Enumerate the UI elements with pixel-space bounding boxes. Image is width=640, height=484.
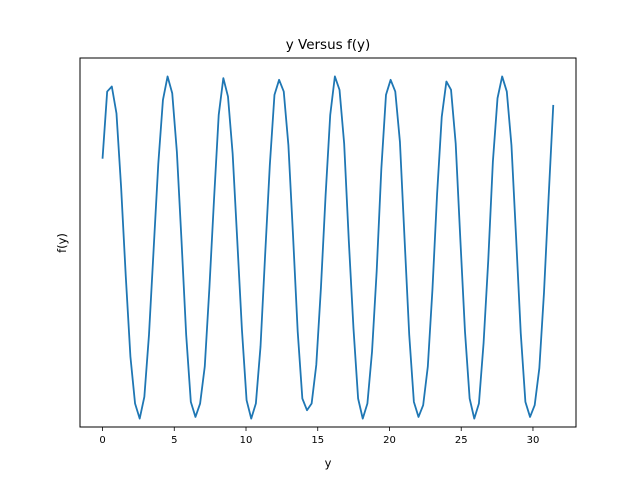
x-tick-label: 30 — [527, 435, 540, 446]
y-axis-label: f(y) — [55, 233, 69, 253]
x-tick-label: 15 — [311, 435, 324, 446]
axes-frame — [79, 57, 577, 428]
x-tick-label: 5 — [171, 435, 177, 446]
x-tick-label: 10 — [240, 435, 253, 446]
x-tick-label: 25 — [455, 435, 468, 446]
x-tick-label: 20 — [383, 435, 396, 446]
x-axis-label: y — [325, 456, 332, 470]
plot-area — [101, 75, 555, 420]
x-axis-ticks: 0 5 10 15 20 25 30 — [99, 427, 539, 446]
x-tick-label: 0 — [99, 435, 105, 446]
chart-title: y Versus f(y) — [286, 37, 371, 53]
series-line — [101, 75, 555, 420]
